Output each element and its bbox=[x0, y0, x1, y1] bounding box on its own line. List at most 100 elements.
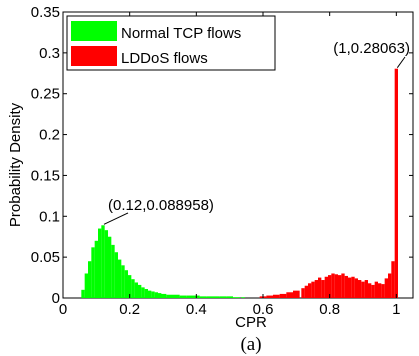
figure-caption: (a) bbox=[240, 334, 261, 355]
bar-normal-tcp-flows bbox=[213, 296, 220, 298]
bar-normal-tcp-flows bbox=[159, 293, 167, 298]
x-tick-label: 1 bbox=[392, 301, 400, 318]
y-tick-label: 0 bbox=[52, 290, 60, 307]
bar-normal-tcp-flows bbox=[104, 230, 108, 298]
legend-label-lddos: LDDoS flows bbox=[121, 50, 208, 67]
bar-normal-tcp-flows bbox=[219, 296, 227, 298]
x-axis-label: CPR bbox=[235, 314, 267, 331]
legend: Normal TCP flows LDDoS flows bbox=[66, 15, 276, 71]
bar-normal-tcp-flows bbox=[124, 270, 128, 298]
annotation-leader bbox=[396, 56, 406, 68]
y-tick-label: 0.05 bbox=[31, 249, 60, 266]
bar-normal-tcp-flows bbox=[199, 296, 207, 298]
bar-lddos-flows bbox=[301, 288, 305, 298]
bar-normal-tcp-flows bbox=[173, 294, 180, 298]
x-tick-label: 0.6 bbox=[253, 301, 274, 318]
bar-lddos-flows bbox=[308, 283, 312, 298]
bar-normal-tcp-flows bbox=[101, 225, 105, 298]
bar-lddos-flows bbox=[311, 281, 315, 298]
bar-lddos-flows bbox=[378, 283, 382, 298]
legend-swatch-lddos bbox=[71, 46, 117, 66]
bar-normal-tcp-flows bbox=[118, 259, 122, 298]
y-tick-label: 0.35 bbox=[31, 4, 60, 21]
bar-lddos-flows bbox=[344, 275, 348, 298]
bar-normal-tcp-flows bbox=[233, 297, 240, 298]
y-tick-label: 0.25 bbox=[31, 86, 60, 103]
x-tick-label: 0 bbox=[59, 301, 67, 318]
bar-lddos-flows bbox=[286, 292, 293, 298]
bar-normal-tcp-flows bbox=[179, 295, 187, 298]
annotations-group: (0.12,0.088958) (1,0.28063) bbox=[103, 40, 410, 225]
ticks-group: 0 0.2 0.4 0.6 0.8 1 0 0.05 0.1 0.15 0.2 0.25 0.3 0.35 bbox=[31, 4, 413, 318]
bar-normal-tcp-flows bbox=[81, 289, 85, 298]
bar-lddos-flows bbox=[361, 281, 365, 298]
bar-normal-tcp-flows bbox=[128, 275, 132, 298]
bar-lddos-flows bbox=[384, 278, 388, 298]
bar-normal-tcp-flows bbox=[111, 244, 115, 298]
bar-lddos-flows bbox=[334, 274, 338, 298]
bar-lddos-flows bbox=[314, 280, 318, 298]
bar-lddos-flows bbox=[304, 285, 308, 298]
bar-normal-tcp-flows bbox=[166, 294, 173, 298]
bar-normal-tcp-flows bbox=[226, 296, 233, 298]
bar-lddos-flows bbox=[354, 278, 358, 298]
bar-normal-tcp-flows bbox=[206, 296, 213, 298]
bars-group bbox=[81, 68, 398, 298]
bar-normal-tcp-flows bbox=[91, 247, 95, 298]
bar-lddos-flows bbox=[338, 275, 342, 298]
bar-lddos-flows bbox=[368, 283, 372, 298]
bar-lddos-flows bbox=[348, 277, 352, 298]
bar-normal-tcp-flows bbox=[138, 284, 142, 298]
bar-lddos-flows bbox=[341, 273, 345, 298]
bar-lddos-flows bbox=[324, 276, 328, 298]
bar-normal-tcp-flows bbox=[141, 287, 145, 298]
legend-swatch-normal-tcp bbox=[71, 21, 117, 41]
x-tick-label: 0.4 bbox=[186, 301, 207, 318]
bar-normal-tcp-flows bbox=[114, 252, 118, 298]
annotation-label: (1,0.28063) bbox=[333, 40, 410, 57]
bar-lddos-flows bbox=[374, 281, 378, 298]
bar-normal-tcp-flows bbox=[121, 265, 125, 298]
x-tick-label: 0.8 bbox=[319, 301, 340, 318]
bar-lddos-flows bbox=[273, 294, 280, 298]
legend-label-normal-tcp: Normal TCP flows bbox=[121, 25, 241, 42]
bar-normal-tcp-flows bbox=[151, 291, 155, 298]
bar-normal-tcp-flows bbox=[241, 297, 245, 298]
bar-lddos-flows bbox=[293, 290, 300, 298]
bar-normal-tcp-flows bbox=[84, 273, 88, 298]
bar-lddos-flows bbox=[381, 284, 385, 298]
bar-lddos-flows bbox=[388, 273, 392, 298]
bar-lddos-flows bbox=[371, 284, 375, 298]
annotation-leader bbox=[103, 212, 129, 225]
bar-normal-tcp-flows bbox=[154, 292, 158, 298]
y-tick-label: 0.3 bbox=[39, 45, 60, 62]
bar-normal-tcp-flows bbox=[134, 282, 138, 298]
y-tick-label: 0.1 bbox=[39, 208, 60, 225]
annotation-label: (0.12,0.088958) bbox=[108, 197, 214, 214]
bar-lddos-flows bbox=[318, 277, 322, 298]
bar-normal-tcp-flows bbox=[158, 293, 162, 298]
bar-normal-tcp-flows bbox=[108, 236, 112, 298]
bar-lddos-flows bbox=[266, 295, 273, 298]
bar-lddos-flows bbox=[364, 280, 368, 298]
bar-lddos-flows bbox=[358, 280, 362, 298]
bar-normal-tcp-flows bbox=[88, 261, 92, 298]
bar-normal-tcp-flows bbox=[148, 290, 152, 298]
bar-lddos-flows bbox=[328, 275, 332, 298]
y-tick-label: 0.15 bbox=[31, 167, 60, 184]
y-tick-label: 0.2 bbox=[39, 127, 60, 144]
x-tick-label: 0.2 bbox=[119, 301, 140, 318]
bar-lddos-flows bbox=[279, 293, 287, 298]
bar-normal-tcp-flows bbox=[131, 279, 135, 298]
y-axis-label: Probability Density bbox=[7, 102, 24, 227]
bar-lddos-flows bbox=[391, 261, 395, 298]
bar-normal-tcp-flows bbox=[98, 228, 102, 298]
bar-lddos-flows bbox=[321, 280, 325, 298]
bar-normal-tcp-flows bbox=[186, 295, 193, 298]
bar-normal-tcp-flows bbox=[144, 289, 148, 298]
bar-lddos-flows bbox=[351, 276, 355, 298]
bar-lddos-flows bbox=[394, 68, 398, 298]
bar-normal-tcp-flows bbox=[94, 240, 98, 298]
bar-lddos-flows bbox=[331, 273, 335, 298]
